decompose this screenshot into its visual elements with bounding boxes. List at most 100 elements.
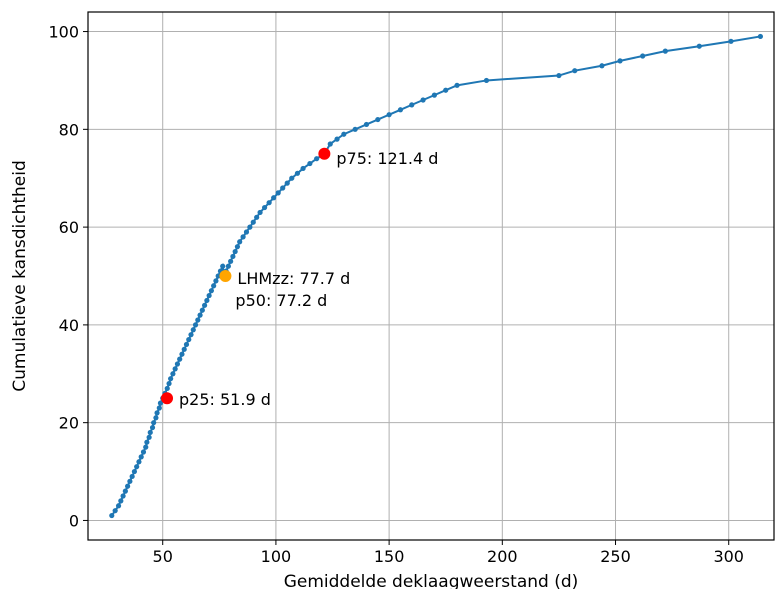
x-tick-label: 250 <box>600 547 631 566</box>
series-point <box>188 332 194 338</box>
series-point <box>599 63 605 69</box>
series-point <box>118 498 124 504</box>
series-point <box>284 180 290 186</box>
series-point <box>157 400 164 406</box>
series-point <box>149 424 156 431</box>
series-point <box>556 72 562 79</box>
y-tick-label: 0 <box>69 511 79 530</box>
series-point <box>431 92 437 98</box>
series-point <box>192 322 199 328</box>
series-point <box>190 327 196 333</box>
series-point <box>170 371 176 377</box>
series-point <box>307 160 313 167</box>
series-point <box>146 434 152 440</box>
series-point <box>136 459 142 465</box>
series-point <box>294 170 301 176</box>
series-point <box>199 307 205 313</box>
series-point <box>247 224 253 230</box>
series-point <box>240 234 246 240</box>
percentile-marker <box>219 270 232 282</box>
annotation-label: p75: 121.4 d <box>336 149 438 168</box>
series-point <box>183 341 190 348</box>
series-point <box>232 248 238 255</box>
plot-frame <box>87 11 775 541</box>
series-point <box>204 297 210 304</box>
series-point <box>109 512 115 519</box>
series-point <box>409 102 415 108</box>
series-point <box>420 97 426 103</box>
series-point <box>206 292 212 299</box>
series-point <box>271 195 277 201</box>
series-point <box>454 82 460 88</box>
series-point <box>375 116 381 123</box>
series-point <box>327 141 333 147</box>
series-point <box>341 131 347 137</box>
series-point <box>250 219 256 225</box>
series-point <box>156 405 162 411</box>
series-point <box>153 415 159 421</box>
series-point <box>230 253 236 260</box>
series-point <box>211 283 217 289</box>
series-point <box>172 366 178 372</box>
series-point <box>151 420 157 426</box>
series-point <box>300 165 306 172</box>
series-point <box>112 508 118 514</box>
x-tick-label: 150 <box>374 547 405 566</box>
annotation-labels: p25: 51.9 d LHMzz: 77.7 d p50: 77.2 d p75: … <box>179 149 438 409</box>
series-point <box>266 200 272 206</box>
series-point <box>386 112 392 118</box>
series-point <box>213 278 219 284</box>
series-point <box>129 473 135 480</box>
series-point <box>186 336 192 343</box>
grid-lines <box>88 12 774 540</box>
series-point <box>257 209 263 216</box>
series-point <box>134 464 140 470</box>
series-point <box>174 361 181 367</box>
series-point <box>225 263 231 269</box>
x-axis-label: Gemiddelde deklaagweerstand (d) <box>284 572 579 589</box>
series-point <box>131 468 138 475</box>
x-tick-label: 100 <box>261 547 292 566</box>
series-point <box>237 239 243 245</box>
x-tick-label: 50 <box>153 547 173 566</box>
series-point <box>122 488 128 494</box>
y-axis: 0 20 40 60 80 100 <box>48 23 88 530</box>
percentile-marker <box>161 392 174 405</box>
x-tick-label: 300 <box>713 547 744 566</box>
series-point <box>662 48 668 54</box>
series-point <box>197 312 203 318</box>
series-point <box>120 493 126 499</box>
series-point <box>125 483 131 489</box>
x-axis: 50 100 150 200 250 300 <box>153 540 744 566</box>
annotation-label: p50: 77.2 d <box>235 291 327 310</box>
series-group <box>109 33 764 519</box>
series-point <box>243 229 250 235</box>
series-point <box>177 356 183 362</box>
series-point <box>728 38 734 44</box>
series-point <box>147 429 153 436</box>
series-point <box>572 68 578 74</box>
plot-area <box>88 12 774 540</box>
series-point <box>140 449 147 455</box>
series-point <box>195 317 201 323</box>
series-point <box>115 503 122 509</box>
series-point <box>127 478 133 484</box>
series-point <box>228 258 234 264</box>
series-point <box>443 87 449 93</box>
series-point <box>143 444 149 450</box>
series-point <box>280 185 286 191</box>
series-point <box>168 376 174 382</box>
series-point <box>314 156 320 162</box>
y-tick-label: 100 <box>48 23 79 42</box>
y-tick-label: 40 <box>59 316 79 335</box>
series-point <box>483 77 490 84</box>
y-tick-label: 20 <box>59 414 79 433</box>
series-point <box>397 107 404 113</box>
series-point <box>275 190 281 196</box>
annotation-label: p25: 51.9 d <box>179 390 271 409</box>
y-axis-label: Cumulatieve kansdichtheid <box>10 160 30 392</box>
series-point <box>220 263 226 269</box>
percentile-marker <box>318 147 331 160</box>
series-point <box>640 53 646 59</box>
